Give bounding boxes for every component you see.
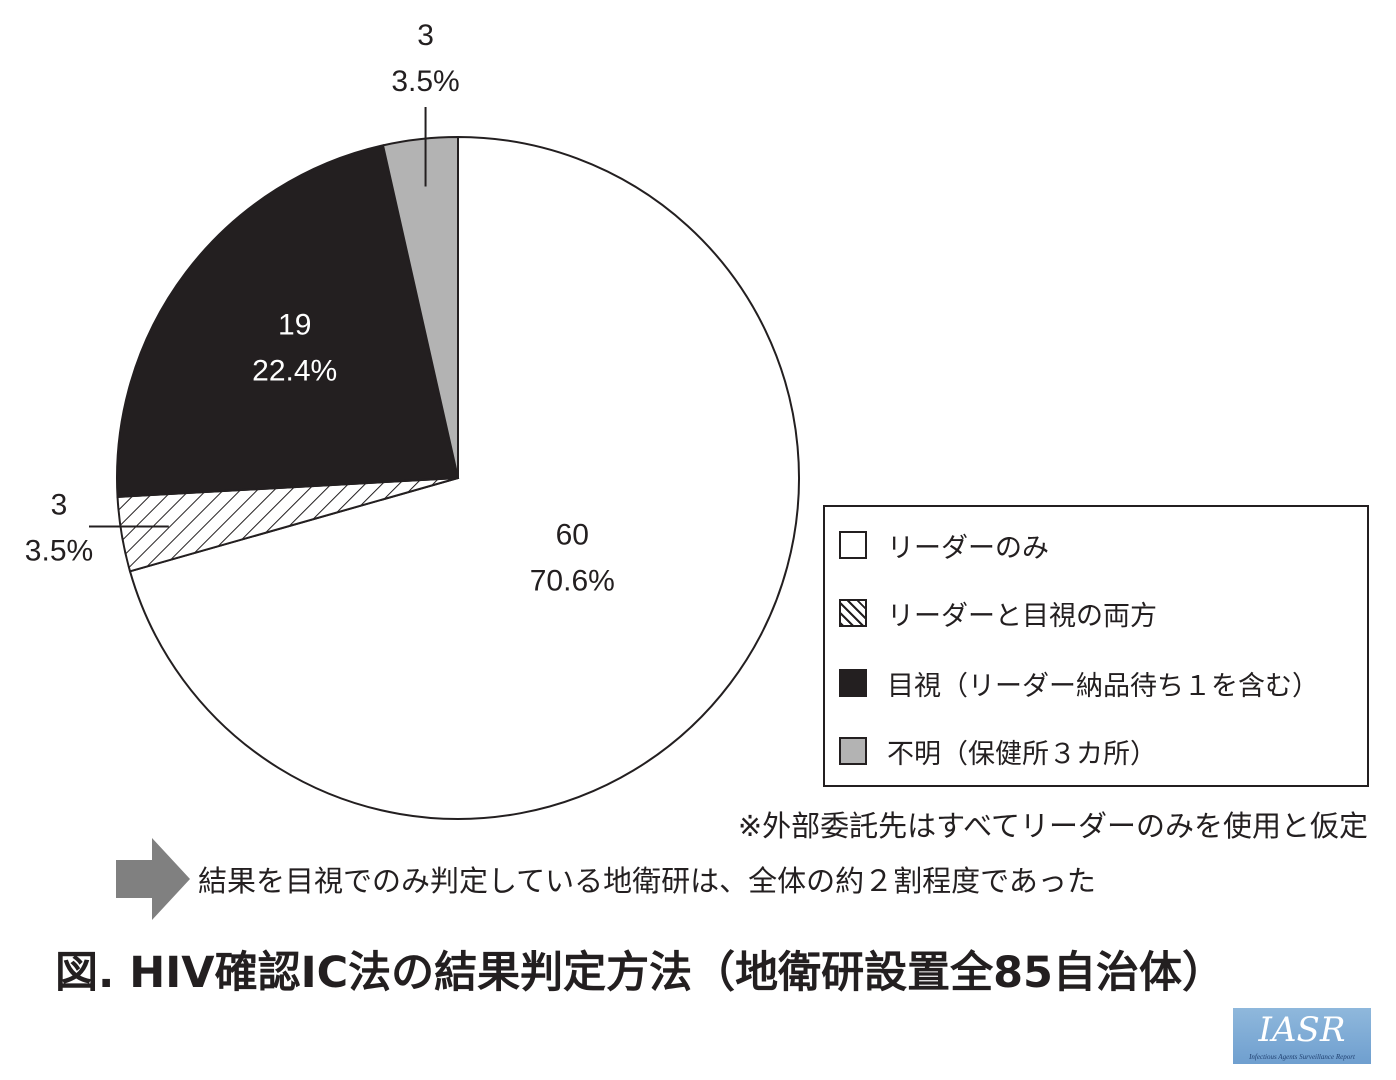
legend-item-reader-only: リーダーのみ	[839, 525, 1049, 565]
slice-percent-label: 22.4%	[252, 355, 337, 388]
legend-box: リーダーのみ リーダーと目視の両方 目視（リーダー納品待ち１を含む） 不明（保健…	[823, 505, 1369, 787]
legend-swatch	[839, 531, 867, 559]
legend-item-unknown: 不明（保健所３カ所）	[839, 731, 1157, 771]
conclusion-row: 結果を目視でのみ判定している地衛研は、全体の約２割程度であった	[116, 838, 1096, 920]
logo-main-text: IASR	[1258, 1010, 1346, 1050]
footnote: ※外部委託先はすべてリーダーのみを使用と仮定	[737, 809, 1368, 843]
legend-swatch	[839, 669, 867, 697]
conclusion-text: 結果を目視でのみ判定している地衛研は、全体の約２割程度であった	[198, 864, 1096, 898]
slice-value-label: 3	[51, 489, 68, 522]
slice-reader-only	[128, 135, 800, 820]
legend-label: 目視（リーダー納品待ち１を含む）	[887, 670, 1319, 702]
slice-percent-label: 3.5%	[25, 535, 93, 568]
slice-value-label: 60	[556, 518, 589, 551]
legend-label: リーダーのみ	[887, 532, 1049, 564]
slice-visual	[116, 144, 460, 498]
slice-percent-label: 70.6%	[530, 564, 615, 597]
slice-percent-label: 3.5%	[391, 65, 459, 98]
legend-swatch	[839, 737, 867, 765]
arrow-right-icon	[116, 838, 190, 920]
figure-title: 図. HIV確認IC法の結果判定方法（地衛研設置全85自治体）	[55, 948, 1225, 998]
legend-label: リーダーと目視の両方	[887, 600, 1157, 632]
slice-value-label: 19	[278, 309, 311, 342]
legend-item-both: リーダーと目視の両方	[839, 593, 1157, 633]
logo-subtitle: Infectious Agents Surveillance Report	[1249, 1053, 1355, 1061]
legend-swatch	[839, 599, 867, 627]
slice-value-label: 3	[417, 19, 434, 52]
legend-label: 不明（保健所３カ所）	[887, 738, 1157, 770]
iasr-logo: IASR Infectious Agents Surveillance Repo…	[1233, 1008, 1371, 1064]
legend-item-visual: 目視（リーダー納品待ち１を含む）	[839, 663, 1319, 703]
slice-unknown	[381, 135, 459, 479]
